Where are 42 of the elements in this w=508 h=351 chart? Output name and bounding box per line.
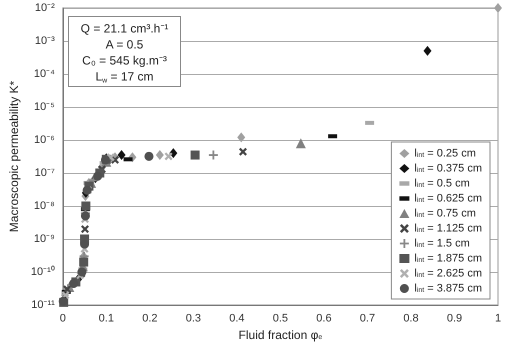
y-tick-label: 10⁻⁴ <box>34 68 56 80</box>
y-tick-label: 10⁻⁵ <box>34 101 55 113</box>
x-tick-label: 0.9 <box>446 312 462 324</box>
point <box>208 150 218 160</box>
y-tick-label: 10⁻³ <box>34 35 56 47</box>
y-tick-label: 10⁻⁹ <box>34 233 55 245</box>
point <box>80 211 90 220</box>
y-axis-title: Macroscopic permeability K* <box>7 80 21 232</box>
x-tick-label: 0.6 <box>316 312 332 324</box>
x-tick-label: 0.2 <box>142 312 158 324</box>
x-tick-label: 0.5 <box>272 312 288 324</box>
point <box>80 240 90 249</box>
point <box>190 150 200 160</box>
point <box>93 172 102 181</box>
point <box>81 202 90 210</box>
x-tick-label: 0.7 <box>360 312 376 324</box>
point <box>118 150 126 160</box>
annotation: Q = 21.1 cm³.h⁻¹ <box>80 22 168 36</box>
y-tick-label: 10⁻² <box>34 2 56 14</box>
point <box>156 150 164 160</box>
point <box>164 152 173 160</box>
point <box>79 258 88 267</box>
x-tick-label: 0.3 <box>186 312 202 324</box>
point <box>237 132 246 142</box>
y-tick-label: 10⁻⁶ <box>34 134 55 146</box>
point <box>238 148 247 156</box>
x-tick-label: 0.8 <box>403 312 419 324</box>
annotation: C₀ = 545 kg.m⁻³ <box>82 54 167 68</box>
point <box>296 138 306 148</box>
x-tick-label: 0.1 <box>98 312 114 324</box>
y-tick-label: 10⁻⁸ <box>34 200 55 212</box>
point <box>80 225 89 234</box>
x-tick-label: 0 <box>60 312 66 324</box>
point <box>494 3 502 13</box>
y-tick-label: 10⁻¹⁰ <box>30 265 55 278</box>
x-tick-label: 1 <box>494 312 502 324</box>
y-tick-label: 10⁻¹¹ <box>31 299 56 311</box>
annotation: A = 0.5 <box>106 38 144 52</box>
point <box>423 46 432 56</box>
x-tick-label: 0.4 <box>229 312 245 324</box>
y-tick-label: 10⁻⁷ <box>34 167 55 179</box>
point <box>144 152 154 161</box>
